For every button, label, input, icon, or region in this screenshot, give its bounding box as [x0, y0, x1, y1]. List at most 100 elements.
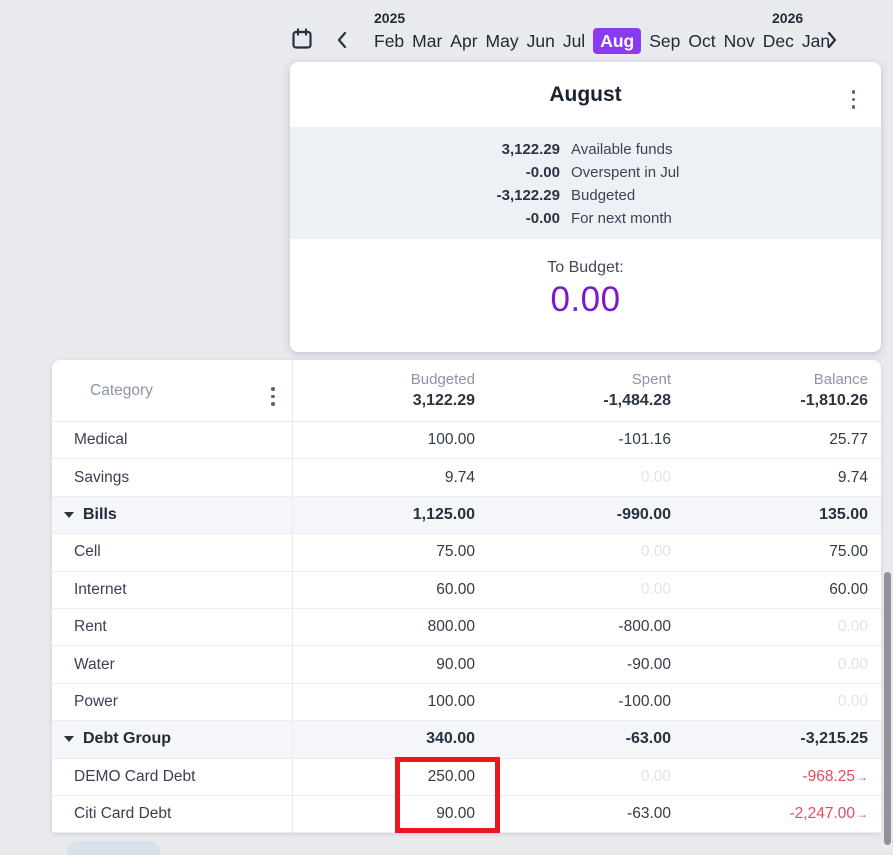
budgeted-cell[interactable]: 800.00: [427, 618, 475, 636]
column-total: 3,122.29: [412, 392, 475, 409]
previous-month-chevron-icon[interactable]: [334, 30, 350, 50]
category-cell[interactable]: Cell: [52, 543, 292, 561]
table-row[interactable]: Water 90.00 -90.00 0.00: [52, 646, 881, 684]
month-item[interactable]: Mar: [412, 31, 443, 51]
budget-table: Category Budgeted 3,122.29 Spent -1,484.…: [52, 360, 881, 834]
balance-cell[interactable]: -968.25→: [684, 768, 881, 786]
balance-cell[interactable]: 0.00: [684, 656, 881, 674]
month-item[interactable]: Jun: [526, 31, 555, 51]
category-cell[interactable]: DEMO Card Debt: [52, 768, 292, 786]
budgeted-cell[interactable]: 100.00: [427, 692, 475, 710]
balance-value: 60.00: [829, 580, 868, 598]
summary-row: -3,122.29 Budgeted: [290, 184, 881, 207]
year-label-left: 2025: [374, 10, 406, 26]
table-row[interactable]: Power 100.00 -100.00 0.00: [52, 683, 881, 722]
budgeted-cell[interactable]: 1,125.00: [412, 505, 475, 523]
table-row[interactable]: Savings 9.74 0.00 9.74: [52, 459, 881, 497]
month-item[interactable]: Sep: [649, 31, 681, 51]
month-item[interactable]: Dec: [762, 31, 794, 51]
category-cell[interactable]: Water: [52, 656, 292, 674]
balance-value: 75.00: [829, 543, 868, 561]
category-name: Cell: [74, 543, 101, 561]
category-name: Citi Card Debt: [74, 805, 172, 823]
table-body: Medical 100.00 -101.16 25.77 Savings 9.7…: [52, 422, 881, 834]
to-budget-label: To Budget:: [547, 259, 624, 276]
balance-cell[interactable]: 135.00: [684, 506, 881, 524]
month-item[interactable]: Oct: [688, 31, 716, 51]
month-item[interactable]: Jul: [562, 31, 586, 51]
balance-value: 135.00: [819, 505, 868, 523]
column-divider: [292, 360, 293, 834]
budgeted-cell[interactable]: 90.00: [436, 805, 475, 823]
card-menu-kebab-icon[interactable]: [848, 86, 860, 113]
next-month-chevron-icon[interactable]: [824, 30, 840, 50]
to-budget-value[interactable]: 0.00: [550, 280, 621, 319]
table-row[interactable]: Citi Card Debt 90.00 -63.00 -2,247.00→: [52, 795, 881, 834]
category-cell[interactable]: Debt Group: [52, 730, 292, 748]
table-row[interactable]: Rent 800.00 -800.00 0.00: [52, 608, 881, 647]
table-row[interactable]: Cell 75.00 0.00 75.00: [52, 534, 881, 572]
partial-bottom-button[interactable]: [67, 841, 160, 855]
balance-value: -3,215.25: [800, 730, 868, 748]
category-cell[interactable]: Rent: [52, 618, 292, 636]
card-header: August: [290, 62, 881, 127]
balance-cell[interactable]: -3,215.25: [684, 730, 881, 748]
column-total: -1,484.28: [603, 392, 671, 409]
calendar-icon[interactable]: [289, 27, 315, 53]
budgeted-cell[interactable]: 340.00: [426, 730, 475, 748]
budgeted-cell[interactable]: 250.00: [427, 767, 475, 785]
category-cell[interactable]: Medical: [52, 431, 292, 449]
balance-cell[interactable]: 25.77: [684, 431, 881, 449]
collapse-triangle-icon[interactable]: [64, 736, 74, 743]
month-item[interactable]: Jan: [801, 31, 831, 51]
budgeted-cell[interactable]: 9.74: [444, 468, 475, 486]
column-label: Balance: [813, 371, 868, 388]
month-item[interactable]: Aug: [593, 28, 642, 54]
spent-cell: -101.16: [618, 431, 671, 449]
summary-row: 3,122.29 Available funds: [290, 138, 881, 161]
spent-cell: -90.00: [627, 655, 671, 673]
budgeted-cell[interactable]: 100.00: [427, 431, 475, 449]
category-name: Rent: [74, 618, 107, 636]
table-row[interactable]: Debt Group 340.00 -63.00 -3,215.25: [52, 721, 881, 759]
balance-cell[interactable]: 0.00: [684, 618, 881, 636]
spent-cell: -63.00: [627, 805, 671, 823]
balance-value: 25.77: [829, 431, 868, 449]
category-cell[interactable]: Bills: [52, 506, 292, 524]
balance-cell[interactable]: 60.00: [684, 581, 881, 599]
balance-value: 9.74: [837, 468, 868, 486]
category-cell[interactable]: Internet: [52, 581, 292, 599]
budgeted-cell[interactable]: 60.00: [436, 580, 475, 598]
table-row[interactable]: DEMO Card Debt 250.00 0.00 -968.25→: [52, 758, 881, 796]
balance-cell[interactable]: -2,247.00→: [684, 805, 881, 823]
month-item[interactable]: Feb: [374, 31, 405, 51]
amount-column-header: Spent -1,484.28: [488, 370, 684, 411]
month-item[interactable]: Apr: [450, 31, 478, 51]
category-name: Bills: [83, 505, 117, 523]
balance-value: 0.00: [837, 655, 868, 673]
scrollbar-thumb[interactable]: [884, 572, 891, 845]
month-item[interactable]: Nov: [723, 31, 755, 51]
category-name: Water: [74, 655, 115, 673]
collapse-triangle-icon[interactable]: [64, 511, 74, 518]
category-cell[interactable]: Power: [52, 693, 292, 711]
summary-label: Available funds: [571, 141, 673, 158]
category-cell[interactable]: Savings: [52, 469, 292, 487]
table-row[interactable]: Internet 60.00 0.00 60.00: [52, 571, 881, 609]
budgeted-cell[interactable]: 90.00: [436, 655, 475, 673]
table-menu-kebab-icon[interactable]: [267, 383, 279, 410]
amount-column-header: Budgeted 3,122.29: [292, 370, 488, 411]
table-row[interactable]: Bills 1,125.00 -990.00 135.00: [52, 496, 881, 535]
table-row[interactable]: Medical 100.00 -101.16 25.77: [52, 422, 881, 460]
balance-cell[interactable]: 0.00: [684, 693, 881, 711]
month-item[interactable]: May: [485, 31, 519, 51]
category-cell[interactable]: Citi Card Debt: [52, 805, 292, 823]
summary-amount: -0.00: [525, 164, 560, 181]
summary-amount: -0.00: [525, 210, 560, 227]
spent-cell: -100.00: [618, 692, 671, 710]
balance-cell[interactable]: 75.00: [684, 543, 881, 561]
balance-value: 0.00: [837, 692, 868, 710]
balance-cell[interactable]: 9.74: [684, 469, 881, 487]
spent-cell: -990.00: [616, 505, 671, 523]
budgeted-cell[interactable]: 75.00: [436, 543, 475, 561]
